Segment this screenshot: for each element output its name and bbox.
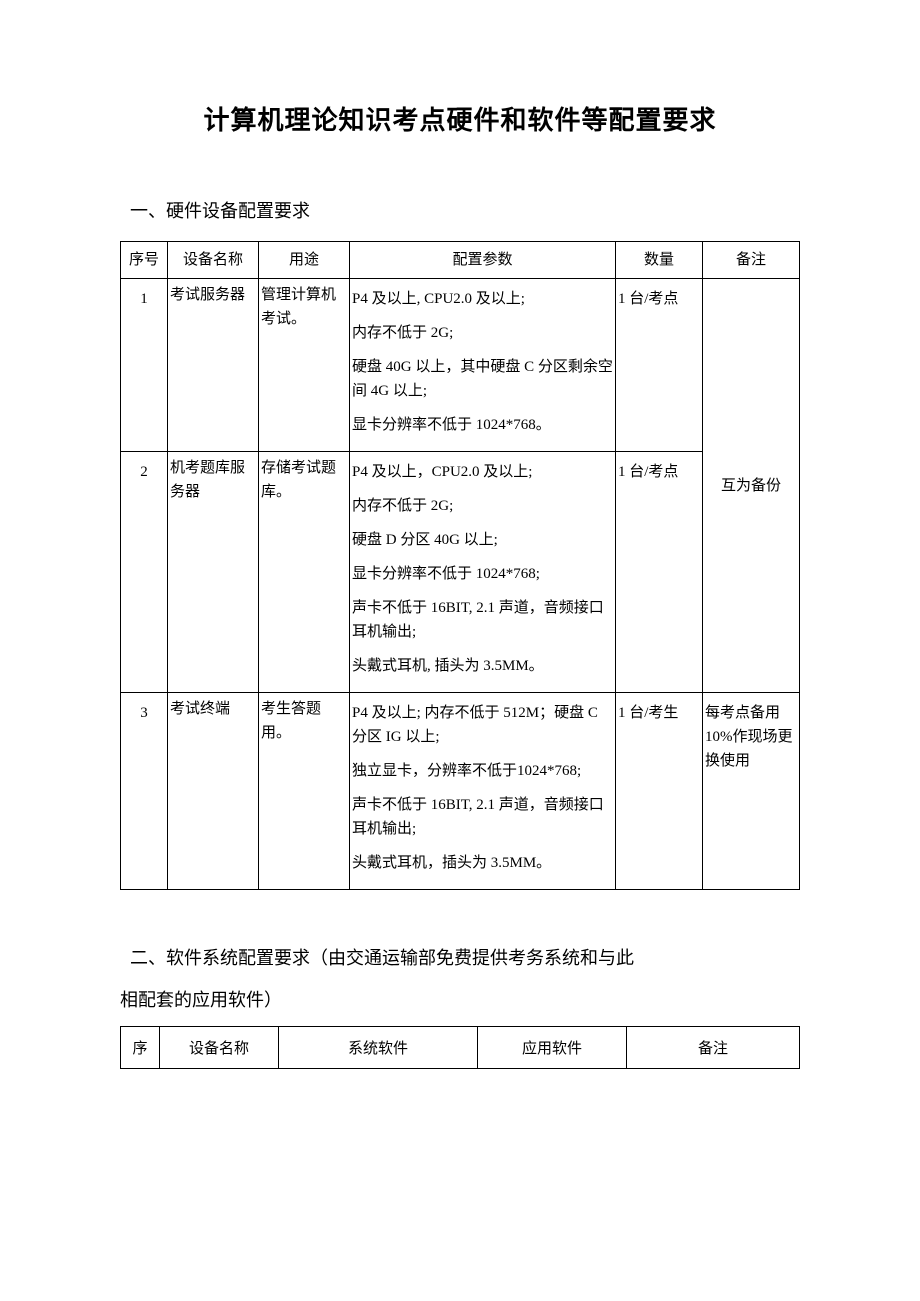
spec-line: 显卡分辨率不低于 1024*768; xyxy=(352,562,613,586)
cell-seq: 3 xyxy=(121,693,168,890)
cell-seq: 2 xyxy=(121,452,168,693)
cell-spec: P4 及以上，CPU2.0 及以上; 内存不低于 2G; 硬盘 D 分区 40G… xyxy=(350,452,616,693)
spec-line: P4 及以上; 内存不低于 512M；硬盘 C 分区 IG 以上; xyxy=(352,701,613,749)
cell-use: 管理计算机考试。 xyxy=(259,279,350,452)
col-spec: 配置参数 xyxy=(350,242,616,279)
cell-qty: 1 台/考点 xyxy=(616,279,703,452)
spec-line: 显卡分辨率不低于 1024*768。 xyxy=(352,413,613,437)
cell-note-merged: 互为备份 xyxy=(703,279,800,693)
cell-use: 考生答题用。 xyxy=(259,693,350,890)
spec-line: 内存不低于 2G; xyxy=(352,321,613,345)
col-seq: 序 xyxy=(121,1027,160,1069)
spec-line: 声卡不低于 16BIT, 2.1 声道，音频接口耳机输出; xyxy=(352,596,613,644)
spec-line: 头戴式耳机，插头为 3.5MM。 xyxy=(352,851,613,875)
table-row: 2 机考题库服务器 存储考试题库。 P4 及以上，CPU2.0 及以上; 内存不… xyxy=(121,452,800,693)
spec-line: 独立显卡，分辨率不低于1024*768; xyxy=(352,759,613,783)
table-header-row: 序 设备名称 系统软件 应用软件 备注 xyxy=(121,1027,800,1069)
spec-line: 声卡不低于 16BIT, 2.1 声道，音频接口耳机输出; xyxy=(352,793,613,841)
spec-line: 硬盘 D 分区 40G 以上; xyxy=(352,528,613,552)
cell-use: 存储考试题库。 xyxy=(259,452,350,693)
col-use: 用途 xyxy=(259,242,350,279)
table-row: 3 考试终端 考生答题用。 P4 及以上; 内存不低于 512M；硬盘 C 分区… xyxy=(121,693,800,890)
cell-name: 考试服务器 xyxy=(168,279,259,452)
cell-name: 考试终端 xyxy=(168,693,259,890)
spec-line: 头戴式耳机, 插头为 3.5MM。 xyxy=(352,654,613,678)
document-page: 计算机理论知识考点硬件和软件等配置要求 一、硬件设备配置要求 序号 设备名称 用… xyxy=(0,0,920,1301)
col-qty: 数量 xyxy=(616,242,703,279)
cell-spec: P4 及以上, CPU2.0 及以上; 内存不低于 2G; 硬盘 40G 以上，… xyxy=(350,279,616,452)
col-note: 备注 xyxy=(627,1027,800,1069)
section2-heading-line1: 二、软件系统配置要求（由交通运输部免费提供考务系统和与此 xyxy=(130,940,800,976)
cell-qty: 1 台/考点 xyxy=(616,452,703,693)
section2-heading-line2: 相配套的应用软件） xyxy=(120,986,800,1012)
col-note: 备注 xyxy=(703,242,800,279)
page-title: 计算机理论知识考点硬件和软件等配置要求 xyxy=(120,100,800,137)
cell-seq: 1 xyxy=(121,279,168,452)
table-row: 1 考试服务器 管理计算机考试。 P4 及以上, CPU2.0 及以上; 内存不… xyxy=(121,279,800,452)
software-table: 序 设备名称 系统软件 应用软件 备注 xyxy=(120,1026,800,1069)
col-sys: 系统软件 xyxy=(279,1027,478,1069)
section1-heading: 一、硬件设备配置要求 xyxy=(130,197,800,223)
cell-qty: 1 台/考生 xyxy=(616,693,703,890)
col-name: 设备名称 xyxy=(168,242,259,279)
col-name: 设备名称 xyxy=(160,1027,279,1069)
spec-line: 硬盘 40G 以上，其中硬盘 C 分区剩余空间 4G 以上; xyxy=(352,355,613,403)
spec-line: 内存不低于 2G; xyxy=(352,494,613,518)
cell-name: 机考题库服务器 xyxy=(168,452,259,693)
table-header-row: 序号 设备名称 用途 配置参数 数量 备注 xyxy=(121,242,800,279)
cell-spec: P4 及以上; 内存不低于 512M；硬盘 C 分区 IG 以上; 独立显卡，分… xyxy=(350,693,616,890)
cell-note: 每考点备用10%作现场更换使用 xyxy=(703,693,800,890)
hardware-table: 序号 设备名称 用途 配置参数 数量 备注 1 考试服务器 管理计算机考试。 P… xyxy=(120,241,800,890)
spec-line: P4 及以上，CPU2.0 及以上; xyxy=(352,460,613,484)
col-seq: 序号 xyxy=(121,242,168,279)
col-app: 应用软件 xyxy=(478,1027,627,1069)
spec-line: P4 及以上, CPU2.0 及以上; xyxy=(352,287,613,311)
